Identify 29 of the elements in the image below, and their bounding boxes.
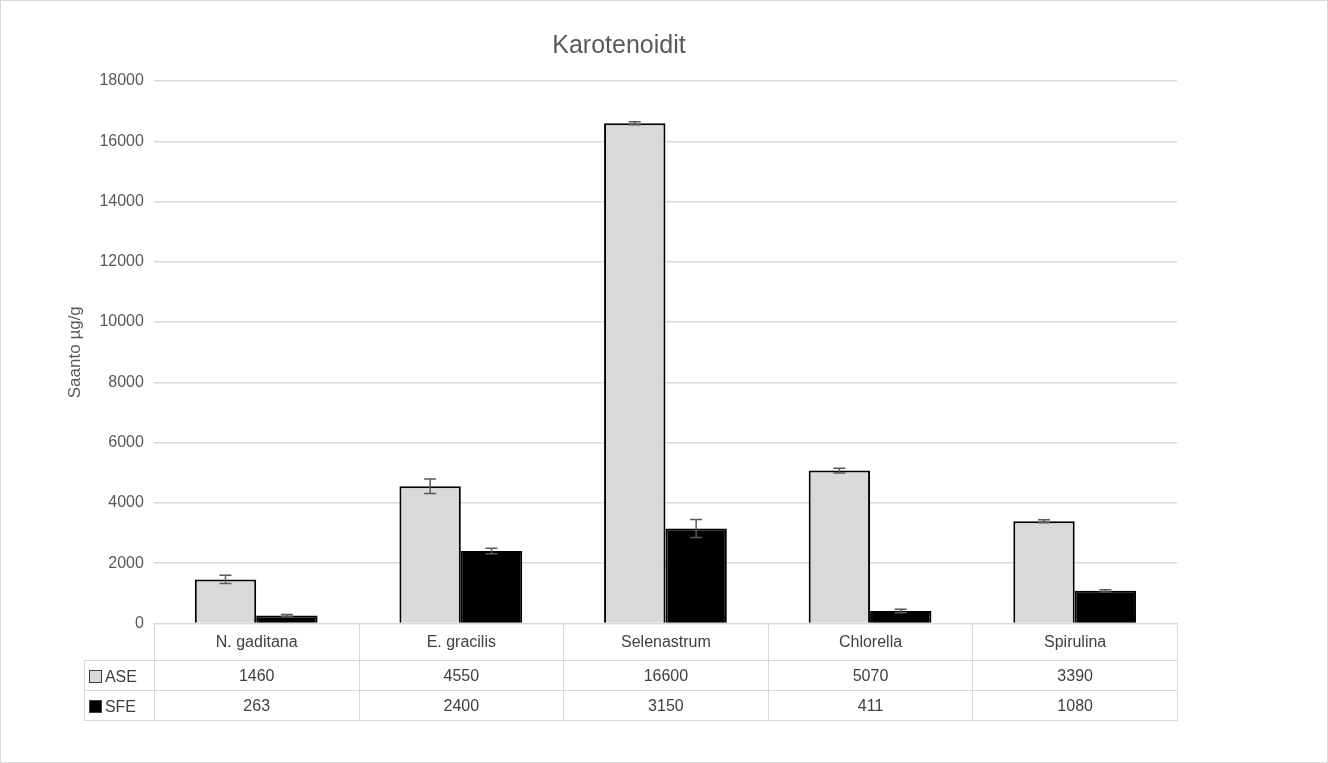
y-tick-label: 18000: [99, 71, 144, 89]
x-tick-label: N. gaditana: [154, 623, 359, 661]
legend-label: ASE: [104, 667, 137, 685]
y-tick-label: 0: [134, 613, 144, 631]
x-tick-label: Selenastrum: [563, 623, 769, 661]
y-axis-title: Saanto µg/g: [64, 306, 84, 399]
y-tick-label: 8000: [108, 372, 144, 390]
data-label: 4550: [359, 660, 564, 691]
chart-title: Karotenoidit: [552, 29, 686, 58]
x-tick-label: E. gracilis: [359, 623, 564, 661]
data-label: 1080: [972, 690, 1178, 721]
data-label: 3390: [972, 660, 1178, 691]
data-label: 1460: [154, 660, 359, 691]
y-tick-label: 2000: [108, 553, 144, 571]
legend-label: SFE: [104, 697, 137, 715]
y-tick-label: 12000: [99, 252, 144, 270]
x-tick-label: Spirulina: [972, 623, 1178, 661]
data-label: 3150: [563, 690, 769, 721]
data-label: 2400: [359, 690, 564, 721]
data-label: 16600: [563, 660, 769, 691]
y-tick-label: 16000: [99, 131, 144, 149]
y-tick-label: 6000: [108, 433, 144, 451]
data-label: 411: [768, 690, 973, 721]
y-tick-label: 14000: [99, 191, 144, 209]
data-label: 5070: [768, 660, 973, 691]
x-tick-label: Chlorella: [768, 623, 973, 661]
y-tick-label: 4000: [108, 493, 144, 511]
y-tick-label: 10000: [99, 312, 144, 330]
data-label: 263: [154, 690, 359, 721]
